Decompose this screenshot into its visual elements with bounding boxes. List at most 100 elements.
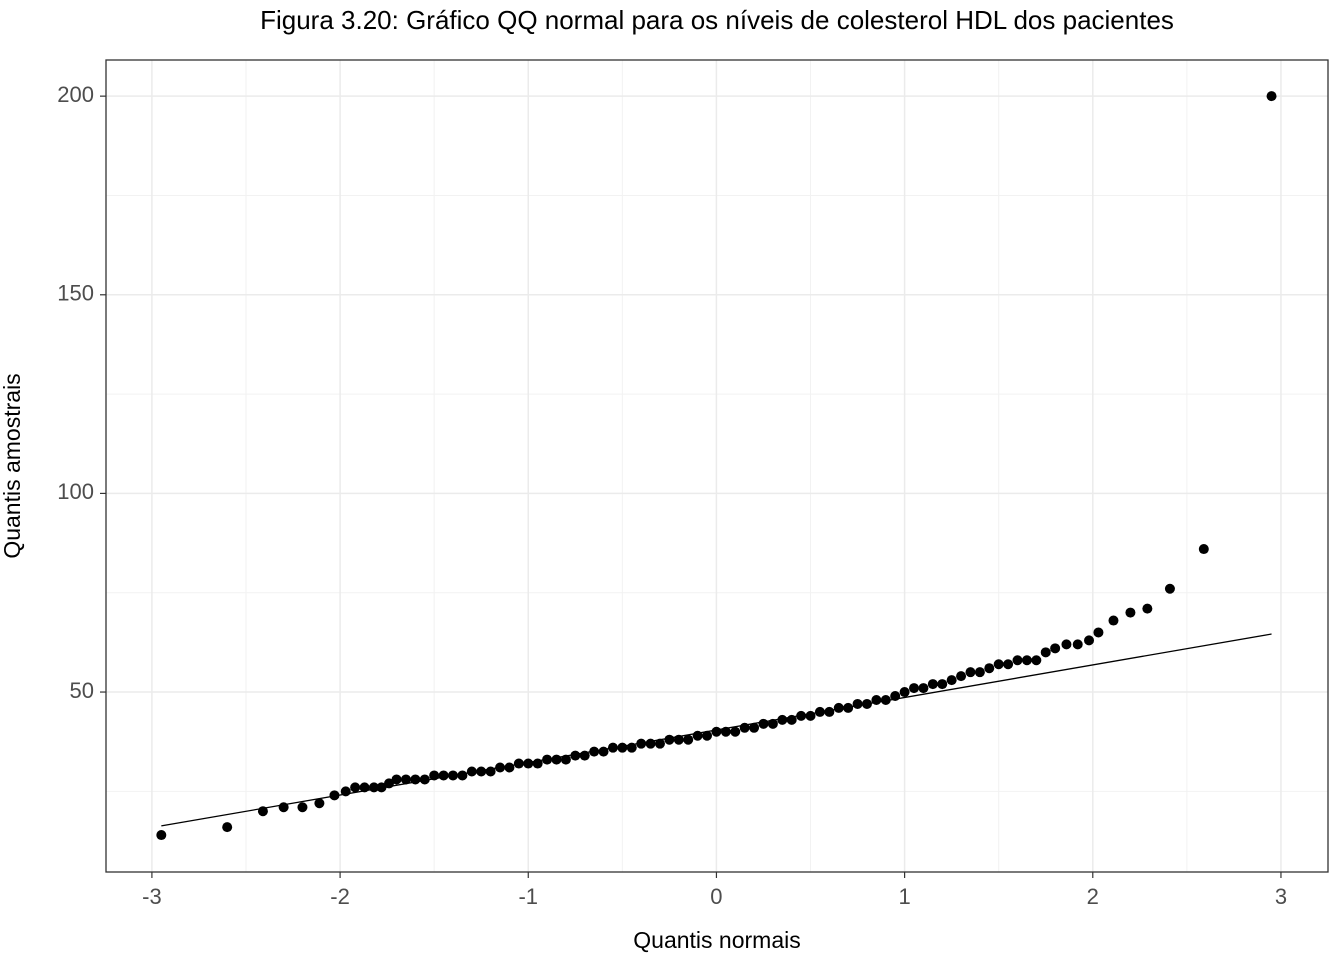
point (368, 782, 379, 793)
point (551, 754, 562, 765)
point (786, 714, 797, 725)
point (485, 766, 496, 777)
point (350, 782, 361, 793)
y-tick-label: 200 (57, 82, 94, 107)
y-tick-label: 50 (70, 678, 94, 703)
point (297, 802, 308, 813)
point (523, 758, 534, 769)
point (570, 750, 581, 761)
point (340, 786, 351, 797)
point (384, 778, 395, 789)
x-tick-label: 3 (1275, 884, 1287, 909)
x-tick-label: 0 (710, 884, 722, 909)
point (598, 746, 609, 757)
point (1031, 655, 1042, 666)
point (560, 754, 571, 765)
point (909, 683, 920, 694)
point (278, 802, 289, 813)
point (222, 822, 233, 833)
point (890, 691, 901, 702)
point (739, 722, 750, 733)
point (457, 770, 468, 781)
y-tick-label: 100 (57, 479, 94, 504)
point (1164, 583, 1175, 594)
point (359, 782, 370, 793)
point (376, 782, 387, 793)
point (1021, 655, 1032, 666)
point (946, 675, 957, 686)
point (410, 774, 421, 785)
x-tick-label: -2 (330, 884, 350, 909)
point (654, 738, 665, 749)
point (956, 671, 967, 682)
point (918, 683, 929, 694)
point (447, 770, 458, 781)
x-tick-label: 1 (898, 884, 910, 909)
point (702, 730, 713, 741)
point (1108, 615, 1119, 626)
point (871, 694, 882, 705)
point (861, 698, 872, 709)
point (1198, 544, 1209, 555)
point (419, 774, 430, 785)
point (1012, 655, 1023, 666)
x-axis-title: Quantis normais (633, 927, 800, 953)
point (899, 687, 910, 698)
point (645, 738, 656, 749)
point (542, 754, 553, 765)
point (504, 762, 515, 773)
chart-title: Figura 3.20: Gráfico QQ normal para os n… (260, 5, 1174, 35)
point (1003, 659, 1014, 670)
point (607, 742, 618, 753)
point (429, 770, 440, 781)
point (1061, 639, 1072, 650)
point (965, 667, 976, 678)
point (720, 726, 731, 737)
point (626, 742, 637, 753)
x-tick-label: -3 (142, 884, 162, 909)
point (749, 722, 760, 733)
point (495, 762, 506, 773)
point (400, 774, 411, 785)
point (579, 750, 590, 761)
point (993, 659, 1004, 670)
point (683, 734, 694, 745)
point (1125, 607, 1136, 618)
point (767, 718, 778, 729)
x-tick-label: 2 (1087, 884, 1099, 909)
y-tick-label: 150 (57, 281, 94, 306)
point (824, 706, 835, 717)
point (589, 746, 600, 757)
point (329, 790, 340, 801)
point (636, 738, 647, 749)
x-tick-label: -1 (518, 884, 538, 909)
point (1266, 91, 1277, 102)
point (974, 667, 985, 678)
point (796, 710, 807, 721)
point (927, 679, 938, 690)
point (673, 734, 684, 745)
point (937, 679, 948, 690)
point (880, 694, 891, 705)
point (692, 730, 703, 741)
point (758, 718, 769, 729)
point (833, 702, 844, 713)
point (466, 766, 477, 777)
point (805, 710, 816, 721)
point (1050, 643, 1061, 654)
point (984, 663, 995, 674)
point (852, 698, 863, 709)
point (777, 714, 788, 725)
point (513, 758, 524, 769)
point (476, 766, 487, 777)
point (257, 806, 268, 817)
y-axis-title: Quantis amostrais (0, 373, 25, 558)
point (1084, 635, 1095, 646)
point (711, 726, 722, 737)
point (532, 758, 543, 769)
point (1142, 603, 1153, 614)
point (814, 706, 825, 717)
point (156, 830, 167, 841)
point (391, 774, 402, 785)
point (617, 742, 628, 753)
